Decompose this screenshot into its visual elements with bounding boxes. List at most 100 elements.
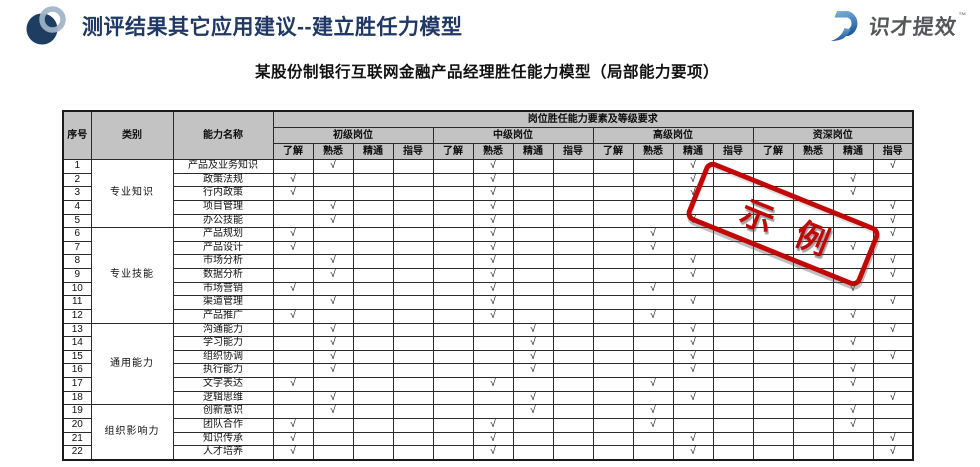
level-cell <box>632 390 674 406</box>
table-row: 11 渠道管理 √ √ √ √ <box>62 295 914 310</box>
ability-cell: 数据分析 <box>172 268 274 283</box>
ability-cell: 产品设计 <box>172 240 274 256</box>
level-cell <box>352 281 394 297</box>
level-cell <box>272 390 314 406</box>
level-cell <box>272 336 314 351</box>
ability-cell: 沟通能力 <box>172 322 274 338</box>
level-cell: √ <box>312 159 354 174</box>
level-cell <box>872 336 914 351</box>
level-cell: √ <box>632 308 674 324</box>
level-header-1-3: 精通 <box>352 143 394 160</box>
seq-cell: 11 <box>62 295 92 310</box>
level-cell: √ <box>272 186 314 201</box>
table-row: 21 知识传承 √ √ √ √ <box>62 431 914 447</box>
level-cell <box>752 363 794 378</box>
level-cell <box>752 240 794 256</box>
level-cell: √ <box>312 295 354 310</box>
level-cell <box>512 159 554 174</box>
table-row: 13 通用能力 沟通能力 √ √ √ √ <box>62 322 914 406</box>
level-cell <box>392 417 434 433</box>
level-cell <box>592 322 634 338</box>
level-cell <box>752 199 794 215</box>
level-cell <box>872 281 914 297</box>
level-cell <box>792 431 834 447</box>
level-cell <box>312 377 354 392</box>
level-cell: √ <box>272 445 314 461</box>
level-cell <box>392 445 434 461</box>
seq-cell: 1 <box>62 159 92 174</box>
level-cell <box>352 172 394 188</box>
level-cell <box>632 336 674 351</box>
level-cell: √ <box>832 308 874 324</box>
seq-cell: 21 <box>62 431 92 447</box>
level-cell: √ <box>472 199 514 215</box>
level-cell <box>592 336 634 351</box>
level-cell: √ <box>472 213 514 229</box>
level-cell <box>832 295 874 310</box>
level-cell <box>392 240 434 256</box>
level-cell <box>632 213 674 229</box>
level-cell <box>752 308 794 324</box>
level-cell <box>392 172 434 188</box>
header-row-levels: 了解 熟悉 精通 指导 了解 熟悉 精通 指导 了解 熟悉 精通 指导 了解 熟悉 精通 指导 <box>63 143 914 160</box>
level-cell: √ <box>272 377 314 392</box>
level-cell <box>832 445 874 461</box>
level-cell <box>392 308 434 324</box>
level-cell <box>792 281 834 297</box>
level-cell: √ <box>672 322 714 338</box>
level-cell <box>392 295 434 310</box>
level-cell: √ <box>632 377 674 392</box>
level-header-2-1: 了解 <box>432 143 474 160</box>
level-cell <box>752 404 794 419</box>
level-cell <box>432 213 474 229</box>
level-cell <box>552 159 594 174</box>
level-cell <box>552 336 594 351</box>
level-cell <box>752 254 794 269</box>
level-cell <box>352 404 394 419</box>
level-cell <box>752 281 794 297</box>
level-cell <box>512 186 554 201</box>
level-cell <box>392 363 434 378</box>
level-cell <box>512 254 554 269</box>
level-cell: √ <box>832 404 874 419</box>
level-cell: √ <box>672 363 714 378</box>
level-cell <box>512 172 554 188</box>
level-cell: √ <box>312 349 354 365</box>
level-cell <box>592 390 634 406</box>
level-cell <box>392 227 434 242</box>
level-cell <box>312 240 354 256</box>
level-cell <box>432 254 474 269</box>
level-cell <box>392 377 434 392</box>
level-cell <box>712 336 754 351</box>
level-cell <box>672 404 714 419</box>
level-cell <box>872 377 914 392</box>
level-cell <box>712 308 754 324</box>
level-header-3-1: 了解 <box>592 143 634 160</box>
level-cell <box>312 445 354 461</box>
level-cell: √ <box>472 445 514 461</box>
level-cell <box>392 254 434 269</box>
level-cell <box>832 390 874 406</box>
level-cell <box>592 159 634 174</box>
ability-cell: 人才培养 <box>172 445 274 461</box>
level-cell <box>432 227 474 242</box>
title-bullet-icon <box>26 6 66 45</box>
page-title: 测评结果其它应用建议--建立胜任力模型 <box>82 16 463 39</box>
ability-cell: 执行能力 <box>172 363 274 378</box>
category-cell: 组织影响力 <box>90 404 174 461</box>
level-cell: √ <box>472 377 514 392</box>
level-header-3-3: 精通 <box>672 143 714 160</box>
category-cell: 专业知识 <box>90 158 174 229</box>
level-cell <box>632 322 674 338</box>
level-cell: √ <box>472 268 514 283</box>
level-cell: √ <box>672 336 714 351</box>
level-cell: √ <box>472 254 514 269</box>
level-cell <box>832 349 874 365</box>
level-cell <box>592 417 634 433</box>
category-cell: 专业技能 <box>90 227 174 324</box>
seq-cell: 22 <box>62 445 92 461</box>
level-cell <box>872 363 914 378</box>
level-cell <box>432 322 474 338</box>
level-cell <box>632 295 674 310</box>
level-header-2-2: 熟悉 <box>472 143 514 160</box>
